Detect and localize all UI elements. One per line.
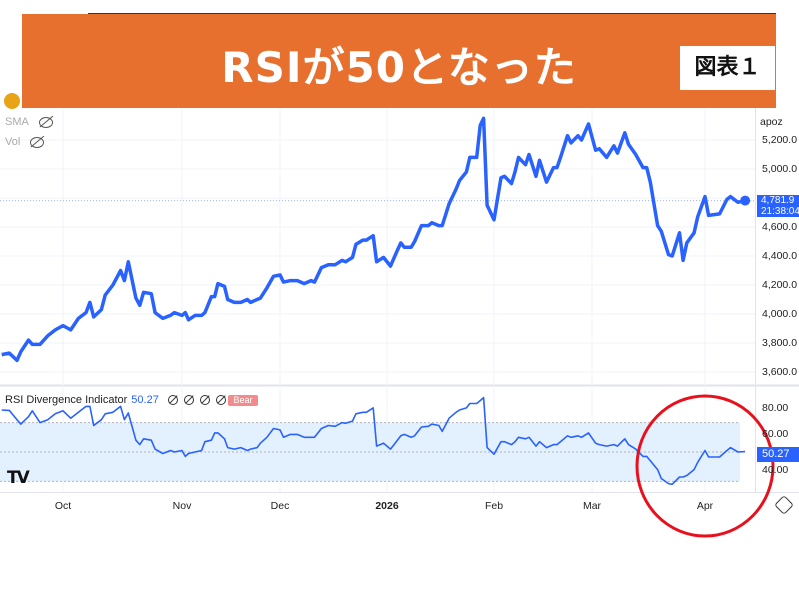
price-tick-label: 4,400.0 [762, 250, 798, 262]
price-tick-label: 3,800.0 [762, 337, 798, 349]
figure-label: 図表１ [680, 46, 775, 90]
highlight-circle [635, 394, 775, 538]
rsi-indicator-name: RSI Divergence Indicator [5, 394, 128, 406]
rsi-value-tag: 50.27 [757, 447, 799, 462]
legend-vol[interactable]: Vol [5, 136, 45, 148]
tradingview-logo[interactable]: TV [7, 468, 30, 488]
eye-hidden-icon[interactable] [38, 116, 53, 128]
time-tick-label: Apr [696, 500, 714, 512]
price-tick-label: 4,200.0 [762, 279, 798, 291]
rsi-tick-label: 40.00 [762, 463, 789, 476]
price-tick-label: 3,600.0 [762, 366, 798, 378]
time-tick-label: Nov [172, 500, 192, 512]
top-border [88, 13, 776, 14]
legend-sma[interactable]: SMA [5, 116, 53, 128]
hidden-plot-icon[interactable] [199, 395, 210, 406]
rsi-tick-label: 60.00 [762, 428, 789, 441]
last-price-dot [740, 195, 751, 206]
hidden-plot-icon[interactable] [183, 395, 194, 406]
price-tick-label: 4,600.0 [762, 221, 798, 233]
rsi-series-line [1, 396, 746, 486]
time-tick-label: Mar [582, 500, 602, 512]
banner-title: RSIが50となった [221, 43, 577, 92]
price-axis-header[interactable]: apoz [760, 116, 783, 128]
price-tick-label: 4,000.0 [762, 308, 798, 320]
countdown: 21:38:04 [761, 206, 799, 217]
time-tick-label: 2026 [375, 500, 399, 512]
price-series-line [1, 116, 746, 363]
bear-signal-label: Bear [228, 395, 258, 406]
price-tick-label: 5,000.0 [762, 163, 798, 175]
hidden-plot-icon[interactable] [167, 395, 178, 406]
hidden-plot-icon[interactable] [215, 395, 226, 406]
rsi-legend[interactable]: RSI Divergence Indicator 50.27 [5, 394, 226, 407]
sma-label: SMA [5, 116, 29, 128]
last-price-tag: 4,781.9 21:38:04 [757, 195, 799, 217]
rsi-value: 50.27 [131, 394, 159, 406]
eye-hidden-icon[interactable] [30, 136, 45, 148]
time-tick-label: Dec [270, 500, 290, 512]
title-banner: RSIが50となった 図表１ [22, 14, 776, 108]
symbol-gold-icon[interactable] [4, 93, 20, 109]
price-tick-label: 5,200.0 [762, 134, 798, 146]
vol-label: Vol [5, 136, 21, 148]
time-tick-label: Feb [484, 500, 504, 512]
rsi-tick-label: 80.00 [762, 401, 789, 414]
time-tick-label: Oct [54, 500, 72, 512]
last-price: 4,781.9 [761, 195, 795, 206]
